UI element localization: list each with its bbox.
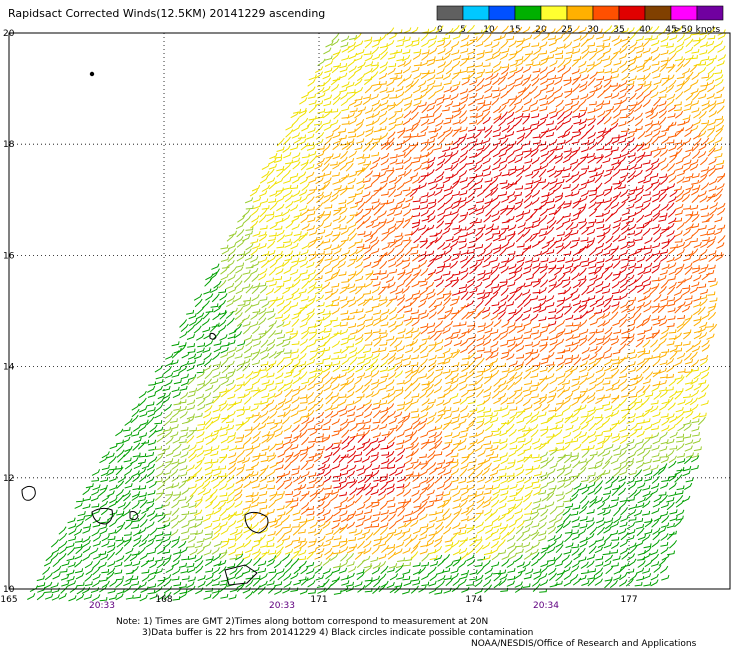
latitude-label: 12 <box>3 474 14 484</box>
credit-line: NOAA/NESDIS/Office of Research and Appli… <box>471 639 697 649</box>
latitude-label: 14 <box>3 363 15 373</box>
longitude-label: 174 <box>465 595 482 605</box>
wind-speed-colorbar: 0 5 10 15 20 25 30 35 40 45>50 knots <box>436 5 724 35</box>
note-line-1: Note: 1) Times are GMT 2)Times along bot… <box>116 617 489 627</box>
latitude-label: 20 <box>3 29 15 39</box>
latitude-labels: 20 18 16 14 12 10 <box>3 29 15 595</box>
note-line-2: 3)Data buffer is 22 hrs from 20141229 4)… <box>142 628 534 638</box>
pass-time-label: 20:33 <box>269 601 295 611</box>
colorbar-tick-label: 15 <box>509 25 520 35</box>
latitude-label: 16 <box>3 251 15 261</box>
colorbar-tick-label: 20 <box>535 25 547 35</box>
latitude-label: 18 <box>3 140 15 150</box>
colorbar-tick-label: 10 <box>483 25 495 35</box>
longitude-label: 165 <box>0 595 17 605</box>
colorbar-tick-label: 25 <box>561 25 572 35</box>
longitude-labels: 165 168 171 174 177 <box>0 595 637 605</box>
latitude-label: 10 <box>3 585 15 595</box>
colorbar-swatch <box>696 5 724 21</box>
pass-time-label: 20:33 <box>89 601 115 611</box>
pass-time-labels: 20:33 20:33 20:34 <box>89 601 559 611</box>
colorbar-tick-label: 40 <box>639 25 651 35</box>
wind-swath <box>27 24 727 602</box>
map-title: Rapidsact Corrected Winds(12.5KM) 201412… <box>8 7 326 20</box>
longitude-label: 171 <box>310 595 327 605</box>
longitude-label: 177 <box>620 595 637 605</box>
pass-time-label: 20:34 <box>533 601 559 611</box>
colorbar-tick-label: 30 <box>587 25 599 35</box>
colorbar-tick-label: >50 knots <box>674 25 721 35</box>
notes-block: Note: 1) Times are GMT 2)Times along bot… <box>116 617 533 639</box>
colorbar-tick-label: 35 <box>613 25 624 35</box>
island-outlines <box>21 71 269 586</box>
longitude-label: 168 <box>155 595 172 605</box>
lat-lon-grid <box>8 32 731 590</box>
colorbar-tick-label: 45 <box>665 25 676 35</box>
